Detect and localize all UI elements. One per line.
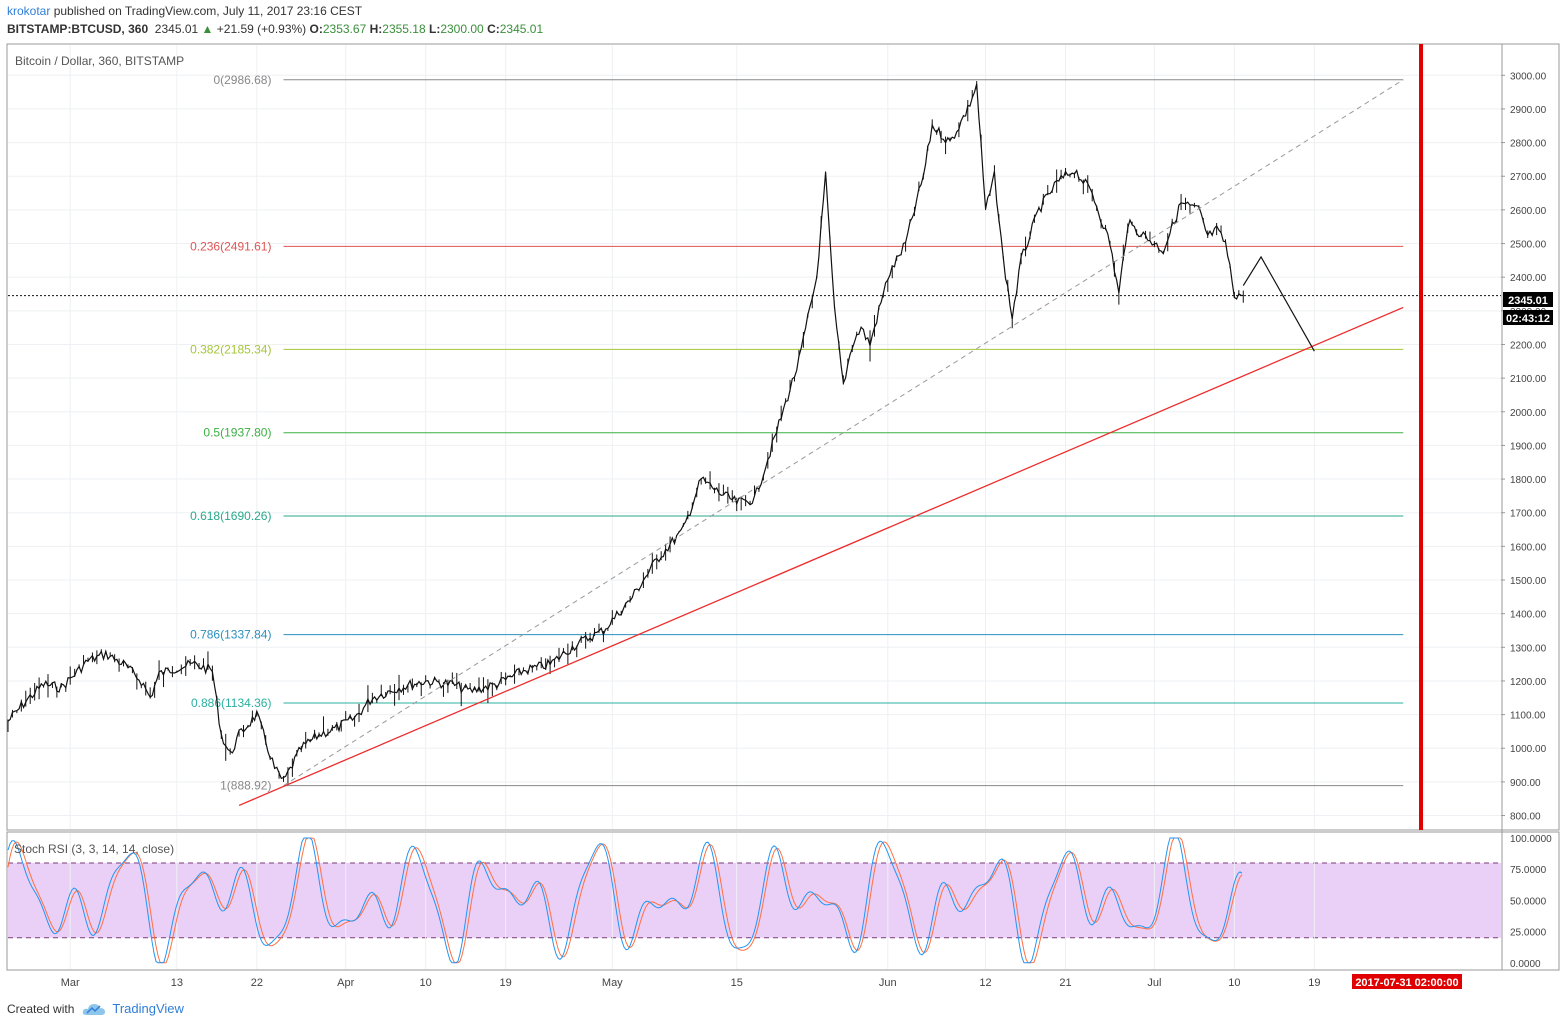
y-tick-label: 1500.00	[1510, 576, 1547, 587]
fib-level-label: 0(2986.68)	[213, 73, 271, 87]
high-label: H:	[369, 22, 383, 36]
x-tick-label: 13	[171, 977, 183, 989]
last-price-tag: 2345.01	[1503, 292, 1553, 307]
y-tick-label: 1400.00	[1510, 610, 1547, 621]
countdown-label: 02:43:12	[1506, 313, 1550, 325]
y-tick-label: 2100.00	[1510, 374, 1547, 385]
x-tick-label: Jul	[1147, 977, 1161, 989]
candle-layer	[7, 81, 1244, 784]
open-value: 2353.67	[322, 22, 367, 36]
ohlc-header: BITSTAMP:BTCUSD, 360 2345.01 ▲ +21.59 (+…	[7, 22, 543, 36]
fib-diagonal	[283, 79, 1404, 787]
change-arrow: ▲	[201, 22, 214, 36]
footer: Created with TradingView	[7, 1001, 184, 1016]
fib-level-label: 0.886(1134.36)	[191, 696, 272, 710]
fib-level-label: 0.786(1337.84)	[190, 628, 271, 642]
countdown-tag: 02:43:12	[1503, 310, 1553, 325]
y-tick-label: 1000.00	[1510, 744, 1547, 755]
y-tick-label: 1900.00	[1510, 441, 1547, 452]
open-label: O:	[309, 22, 323, 36]
x-tick-label: 22	[251, 977, 263, 989]
fib-layer: 0(2986.68) 0.236(2491.61) 0.382(2185.34) 0.…	[190, 73, 1404, 793]
y-tick-label: 1700.00	[1510, 509, 1547, 520]
drawings-layer	[8, 44, 1501, 830]
x-tick-label: 10	[1228, 977, 1240, 989]
x-tick-label: Jun	[879, 977, 897, 989]
y-tick-label: 2600.00	[1510, 206, 1547, 217]
grid-layer	[8, 45, 1501, 969]
y-tick-label: 2000.00	[1510, 408, 1547, 419]
y-tick-label: 2900.00	[1510, 105, 1547, 116]
symbol-label: BITSTAMP:BTCUSD, 360	[7, 22, 149, 36]
x-tick-label: 19	[500, 977, 512, 989]
main-pane-frame	[6, 43, 1560, 831]
y-tick-label: 2500.00	[1510, 240, 1547, 251]
y-tick-label: 1300.00	[1510, 643, 1547, 654]
price-series	[7, 83, 1244, 780]
x-tick-label: 12	[979, 977, 991, 989]
fib-level-label: 0.5(1937.80)	[203, 426, 271, 440]
y-tick-label: 1200.00	[1510, 677, 1547, 688]
x-tick-label: 21	[1059, 977, 1071, 989]
y-tick-label: 900.00	[1510, 778, 1541, 789]
fib-level-label: 0.618(1690.26)	[190, 509, 271, 523]
close-value: 2345.01	[499, 22, 544, 36]
indicator-tick-label: 0.0000	[1510, 959, 1541, 970]
axis-layer: 800.00 900.00 1000.00 1100.00 1200.00 1300.00…	[61, 71, 1552, 989]
indicator-title: Stoch RSI (3, 3, 14, 14, close)	[14, 842, 174, 856]
indicator-tick-label: 75.0000	[1510, 865, 1547, 876]
publish-text: published on TradingView.com, July 11, 2…	[53, 4, 363, 18]
fib-level-label: 0.236(2491.61)	[190, 239, 271, 253]
support-trendline	[238, 306, 1404, 807]
x-tick-label: 15	[731, 977, 743, 989]
tradingview-cloud-icon	[83, 1003, 106, 1015]
y-tick-label: 800.00	[1510, 812, 1541, 823]
last-value: 2345.01	[154, 22, 199, 36]
y-tick-label: 1100.00	[1510, 711, 1546, 722]
indicator-pane-frame	[6, 831, 1560, 971]
publish-info: krokotar published on TradingView.com, J…	[7, 4, 362, 18]
created-with-text: Created with	[7, 1001, 75, 1016]
stoch-layer	[7, 837, 1243, 964]
low-value: 2300.00	[440, 22, 484, 36]
y-tick-label: 1800.00	[1510, 475, 1547, 486]
y-tick-label: 1600.00	[1510, 542, 1547, 553]
x-tick-label: 10	[420, 977, 432, 989]
tradingview-link[interactable]: TradingView	[112, 1001, 184, 1016]
indicator-tick-label: 50.0000	[1510, 896, 1547, 907]
last-price-label: 2345.01	[1508, 295, 1548, 307]
x-tick-label: Apr	[337, 977, 354, 989]
y-tick-label: 2800.00	[1510, 139, 1547, 150]
chart-title: Bitcoin / Dollar, 360, BITSTAMP	[15, 54, 184, 68]
author-link[interactable]: krokotar	[7, 4, 51, 18]
close-label: C:	[487, 22, 500, 36]
x-marker-tag: 2017-07-31 02:00:00	[1352, 974, 1462, 989]
stoch-k-line	[7, 837, 1243, 964]
stoch-d-line	[7, 837, 1243, 964]
x-tick-label: May	[602, 977, 623, 989]
low-label: L:	[429, 22, 441, 36]
fib-level-label: 0.382(2185.34)	[190, 342, 271, 356]
fib-level-label: 1(888.92)	[220, 779, 271, 793]
x-tick-label: 19	[1308, 977, 1320, 989]
change-value: +21.59 (+0.93%)	[216, 22, 307, 36]
y-tick-label: 2700.00	[1510, 172, 1547, 183]
x-marker-label: 2017-07-31 02:00:00	[1355, 977, 1458, 989]
projection-path	[1242, 255, 1315, 352]
indicator-tick-label: 100.0000	[1510, 834, 1552, 845]
x-tick-label: Mar	[61, 977, 80, 989]
y-tick-label: 2200.00	[1510, 340, 1547, 351]
indicator-tick-label: 25.0000	[1510, 928, 1547, 939]
y-tick-label: 3000.00	[1510, 71, 1547, 82]
high-value: 2355.18	[382, 22, 426, 36]
y-tick-label: 2400.00	[1510, 273, 1547, 284]
